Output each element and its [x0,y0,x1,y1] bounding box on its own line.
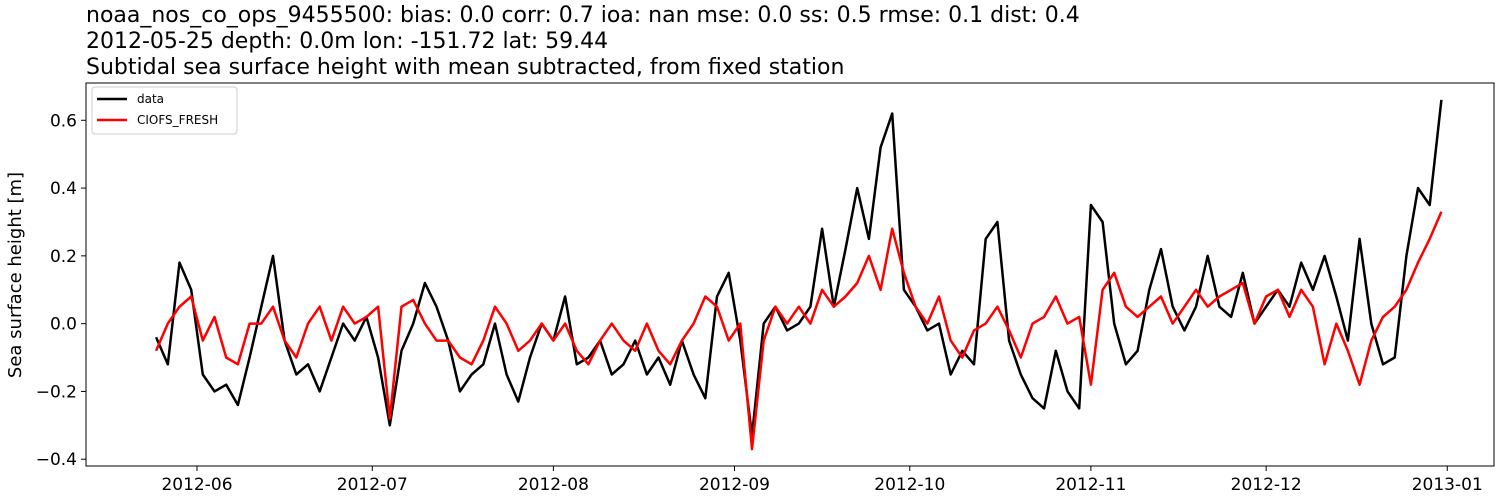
plot-frame [85,82,1495,467]
series-line-ciofs-fresh [154,211,1443,451]
x-tick-label: 2013-01 [1412,475,1483,495]
title-line-3: Subtidal sea surface height with mean su… [86,55,844,80]
y-tick-label: 0.6 [50,111,77,131]
legend-label-data: data [137,92,164,106]
plot-area: 2012-06 2012-07 2012-08 2012-09 2012-10 2012-… [36,82,1495,495]
y-tick-label: −0.2 [36,382,77,402]
legend: data CIOFS_FRESH [91,86,238,135]
x-tick-label: 2012-08 [518,475,589,495]
title-line-1: noaa_nos_co_ops_9455500: bias: 0.0 corr:… [86,3,1080,28]
x-tick-label: 2012-07 [337,475,408,495]
y-tick-label: 0.0 [50,315,77,335]
x-tick-label: 2012-09 [699,475,770,495]
chart-title: noaa_nos_co_ops_9455500: bias: 0.0 corr:… [86,3,1080,80]
y-tick-label: 0.4 [50,179,77,199]
x-tick-label: 2012-10 [874,475,945,495]
x-tick-label: 2012-11 [1055,475,1126,495]
y-axis: −0.4 −0.2 0.0 0.2 0.4 0.6 [36,111,86,470]
x-axis: 2012-06 2012-07 2012-08 2012-09 2012-10 2012-… [161,466,1483,495]
series-layer [154,99,1443,451]
series-line-data [154,99,1443,437]
y-axis-label: Sea surface height [m] [5,172,26,378]
x-tick-label: 2012-06 [161,475,232,495]
y-tick-label: 0.2 [50,247,77,267]
y-tick-label: −0.4 [36,450,77,470]
legend-label-ciofs: CIOFS_FRESH [137,113,218,127]
title-line-2: 2012-05-25 depth: 0.0m lon: -151.72 lat:… [86,29,608,54]
legend-box [91,86,238,135]
x-tick-label: 2012-12 [1231,475,1302,495]
